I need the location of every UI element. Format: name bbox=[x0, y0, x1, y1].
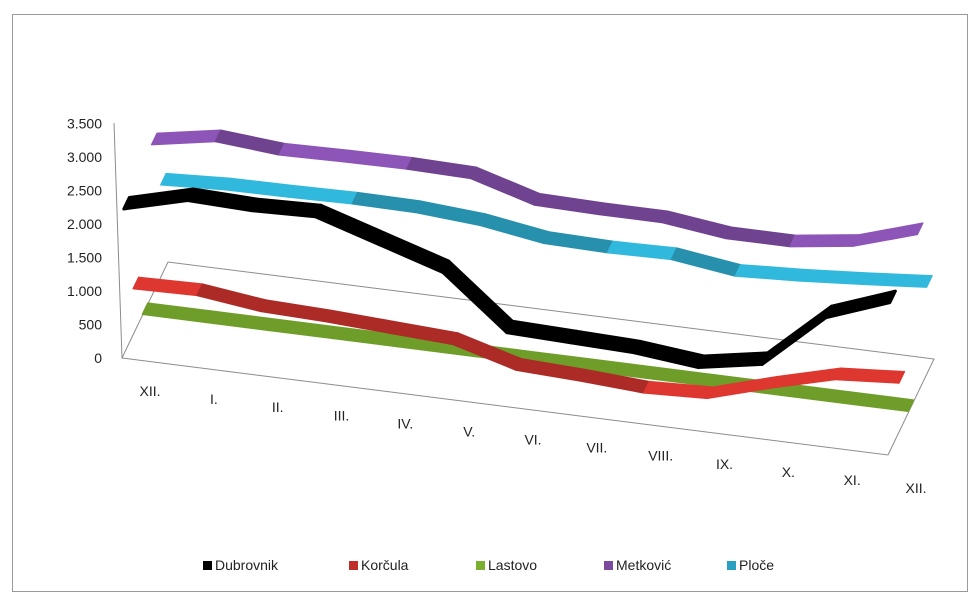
line-segment bbox=[533, 193, 605, 216]
line-segment bbox=[543, 231, 614, 254]
legend-swatch bbox=[349, 561, 358, 570]
line-segment bbox=[862, 272, 933, 288]
x-tick-label: VII. bbox=[586, 440, 607, 456]
axes bbox=[113, 122, 935, 456]
line-segment bbox=[132, 276, 203, 297]
legend: Dubrovnik Korčula Lastovo Metković Ploče bbox=[203, 557, 774, 573]
x-tick-label: VIII. bbox=[648, 448, 673, 464]
legend-item-dubrovnik: Dubrovnik bbox=[203, 557, 279, 573]
legend-label: Metković bbox=[616, 557, 671, 573]
line-segment bbox=[479, 213, 550, 244]
line-segment bbox=[770, 367, 842, 389]
line-segment bbox=[122, 187, 195, 211]
line-segment bbox=[789, 234, 860, 248]
legend-swatch bbox=[203, 561, 212, 570]
legend-item-korčula: Korčula bbox=[349, 557, 409, 573]
series-line-korčula bbox=[132, 276, 906, 400]
line-segment bbox=[633, 339, 706, 370]
line-segment bbox=[670, 247, 742, 277]
line-segment bbox=[760, 304, 834, 366]
line-segment bbox=[141, 302, 213, 324]
line-segment bbox=[415, 200, 486, 226]
y-tick-label: 2.000 bbox=[67, 216, 102, 232]
y-tick-label: 1.500 bbox=[67, 250, 102, 266]
line-segment bbox=[505, 319, 578, 345]
line-segment bbox=[278, 142, 350, 163]
x-tick-label: XII. bbox=[139, 383, 160, 399]
line-segment bbox=[214, 129, 286, 156]
line-segment bbox=[696, 351, 770, 370]
line-segment bbox=[441, 259, 514, 335]
series-line-ploče bbox=[160, 172, 933, 288]
y-tick-label: 1.000 bbox=[67, 283, 102, 299]
line-segment bbox=[779, 383, 851, 404]
x-tick-label: V. bbox=[463, 423, 475, 439]
series-line-metković bbox=[150, 129, 924, 248]
line-segment bbox=[313, 203, 387, 247]
series-lines bbox=[122, 129, 933, 413]
legend-swatch bbox=[476, 561, 485, 570]
y-tick-label: 500 bbox=[79, 317, 103, 333]
legend-label: Ploče bbox=[739, 557, 774, 573]
legend-label: Lastovo bbox=[488, 557, 537, 573]
line-segment bbox=[205, 310, 277, 332]
line-segment bbox=[160, 172, 231, 191]
line-segment bbox=[606, 240, 678, 261]
series-line-dubrovnik bbox=[122, 187, 897, 370]
line-segment bbox=[725, 226, 796, 248]
line-segment bbox=[250, 197, 323, 219]
line-segment bbox=[853, 222, 924, 247]
series-line-lastovo bbox=[141, 302, 915, 413]
legend-label: Dubrovnik bbox=[215, 557, 279, 573]
x-tick-label: III. bbox=[334, 407, 350, 423]
y-axis-line bbox=[113, 122, 123, 359]
line-segment bbox=[351, 191, 423, 214]
x-tick-label: IV. bbox=[397, 415, 413, 431]
legend-swatch bbox=[727, 561, 736, 570]
floor-plane bbox=[121, 261, 935, 456]
y-tick-label: 0 bbox=[94, 350, 102, 366]
legend-swatch bbox=[604, 561, 613, 570]
line-segment bbox=[734, 264, 806, 282]
x-tick-label: X. bbox=[782, 464, 795, 480]
x-tick-label: IX. bbox=[716, 456, 733, 472]
line-segment bbox=[798, 268, 869, 286]
legend-label: Korčula bbox=[361, 557, 409, 573]
line-segment bbox=[569, 329, 642, 355]
y-tick-label: 3.000 bbox=[67, 149, 102, 165]
x-tick-label: VI. bbox=[524, 432, 541, 448]
line-segment bbox=[150, 129, 222, 146]
y-tick-label: 3.500 bbox=[67, 116, 102, 132]
line-segment bbox=[196, 283, 267, 313]
x-tick-label: XII. bbox=[905, 480, 926, 496]
line-segment bbox=[843, 391, 915, 413]
y-axis-ticks: 0 500 1.000 1.500 2.000 2.500 3.000 3.500 bbox=[67, 116, 102, 367]
line-segment bbox=[597, 202, 669, 224]
x-tick-label: XI. bbox=[844, 472, 861, 488]
line-segment bbox=[834, 367, 906, 384]
line-segment bbox=[824, 289, 897, 320]
line-segment bbox=[377, 231, 451, 274]
legend-item-lastovo: Lastovo bbox=[476, 557, 537, 573]
x-tick-label: I. bbox=[210, 391, 218, 407]
line-segment bbox=[661, 210, 733, 240]
legend-item-metković: Metković bbox=[604, 557, 671, 573]
legend-item-ploče: Ploče bbox=[727, 557, 774, 573]
line-segment bbox=[342, 149, 413, 170]
y-tick-label: 2.500 bbox=[67, 183, 102, 199]
x-tick-label: II. bbox=[272, 399, 284, 415]
line-segment bbox=[470, 166, 541, 206]
x-axis-ticks: XII. I. II. III. IV. V. VI. VII. VIII. IX. X. XI. XI… bbox=[139, 383, 926, 496]
line-segment bbox=[287, 185, 359, 205]
line-segment bbox=[406, 157, 477, 180]
